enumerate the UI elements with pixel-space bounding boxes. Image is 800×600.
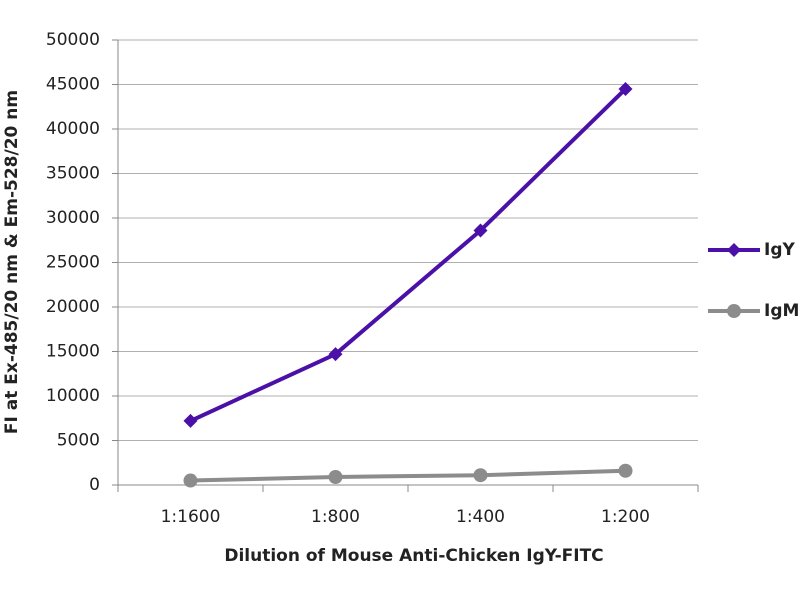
series-line [190, 468, 626, 483]
series-line [189, 87, 627, 423]
y-tick-label: 5000 [57, 431, 100, 451]
x-tick-label: 1:1600 [161, 507, 221, 527]
y-tick-label: 20000 [46, 297, 100, 317]
marker [618, 81, 633, 96]
marker [183, 473, 198, 488]
y-tick-label: 0 [89, 475, 100, 495]
y-tick-label: 45000 [46, 75, 100, 95]
y-tick-label: 25000 [46, 253, 100, 273]
legend-label: IgM [764, 301, 799, 321]
legend-label: IgY [764, 240, 795, 260]
legend-marker [727, 243, 741, 257]
x-tick-label: 1:200 [601, 507, 650, 527]
marker [473, 468, 488, 483]
marker [473, 223, 488, 238]
y-tick-label: 35000 [46, 164, 100, 184]
marker [328, 469, 343, 484]
y-tick-label: 30000 [46, 208, 100, 228]
marker [328, 347, 343, 362]
legend-marker [727, 304, 741, 318]
y-tick-label: 50000 [46, 30, 100, 50]
y-axis-title: FI at Ex-485/20 nm & Em-528/20 nm [2, 90, 22, 434]
x-tick-label: 1:800 [311, 507, 360, 527]
y-tick-label: 10000 [46, 386, 100, 406]
y-tick-label: 40000 [46, 119, 100, 139]
x-tick-label: 1:400 [456, 507, 505, 527]
y-tick-label: 15000 [46, 342, 100, 362]
marker [618, 463, 633, 478]
marker [183, 413, 198, 428]
x-axis-title: Dilution of Mouse Anti-Chicken IgY-FITC [224, 546, 603, 566]
